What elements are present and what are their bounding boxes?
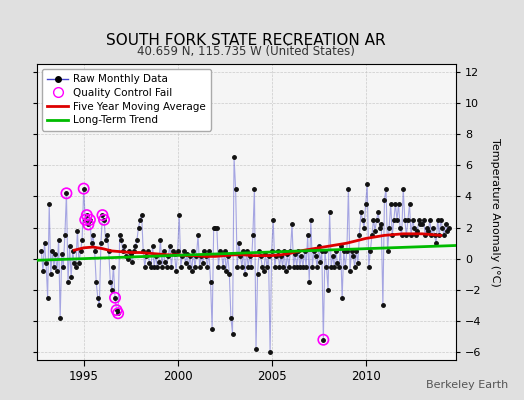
Y-axis label: Temperature Anomaly (°C): Temperature Anomaly (°C) — [490, 138, 500, 286]
Point — [86, 216, 94, 223]
Point — [80, 186, 88, 192]
Title: SOUTH FORK STATE RECREATION AR: SOUTH FORK STATE RECREATION AR — [106, 32, 386, 48]
Point — [83, 212, 91, 218]
Point — [81, 216, 90, 223]
Point — [84, 221, 93, 228]
Point — [100, 216, 108, 223]
Text: 40.659 N, 115.735 W (United States): 40.659 N, 115.735 W (United States) — [137, 45, 355, 58]
Point — [112, 307, 121, 313]
Legend: Raw Monthly Data, Quality Control Fail, Five Year Moving Average, Long-Term Tren: Raw Monthly Data, Quality Control Fail, … — [42, 69, 211, 130]
Text: Berkeley Earth: Berkeley Earth — [426, 380, 508, 390]
Point — [111, 294, 119, 301]
Point — [99, 212, 107, 218]
Point — [62, 190, 71, 196]
Point — [114, 310, 122, 316]
Point — [319, 336, 328, 343]
